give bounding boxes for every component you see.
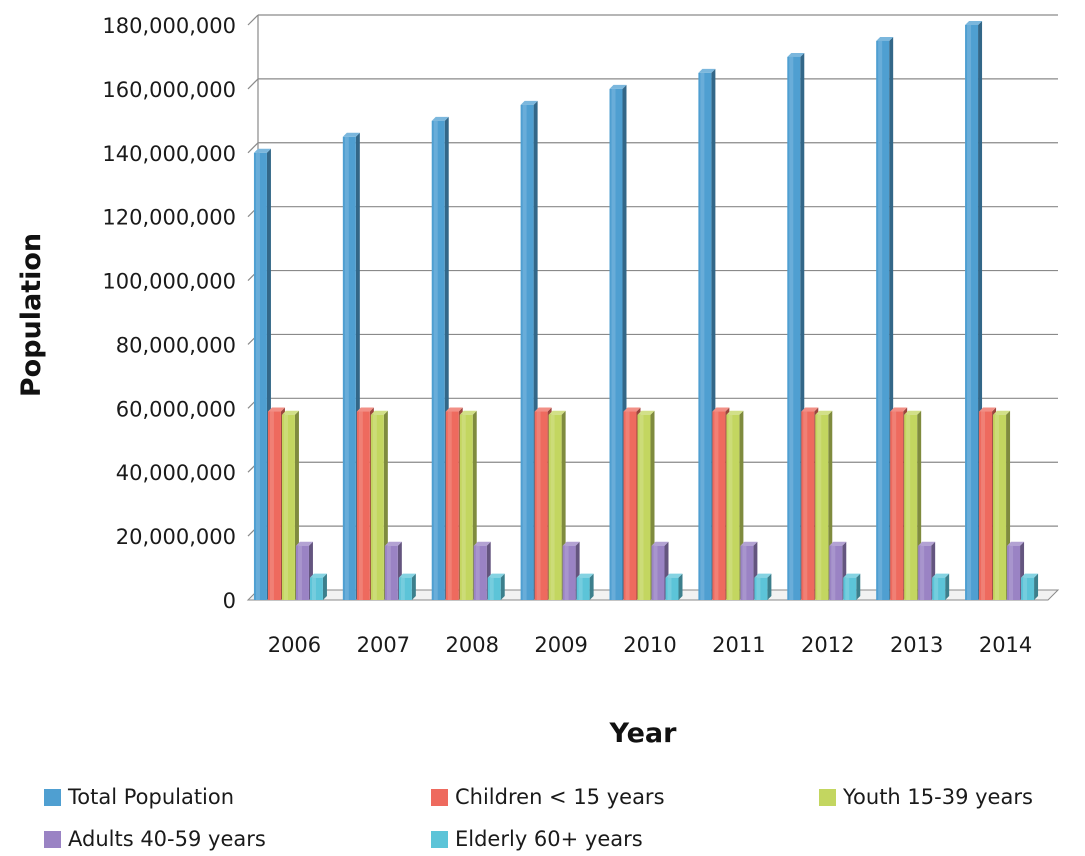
bar-elderly-60-years-2010 [665,573,683,600]
bar-adults-40-59-years-2012 [829,541,847,600]
y-tick-label: 80,000,000 [116,333,236,357]
x-tick-label: 2012 [801,633,854,657]
y-tick-label: 20,000,000 [116,525,236,549]
x-tick-label: 2006 [268,633,321,657]
legend-label: Children < 15 years [455,785,665,809]
bar-elderly-60-years-2008 [487,573,505,600]
legend-swatch [431,830,448,848]
bar-elderly-60-years-2007 [398,573,416,600]
bar-elderly-60-years-2013 [932,573,950,600]
legend: Total Population Children < 15 years Youth… [44,778,1084,851]
gridline-side [247,78,259,90]
y-axis-ticks: 0 20,000,000 40,000,000 60,000,000 80,000,00… [102,14,236,613]
y-tick-label: 100,000,000 [102,270,236,294]
legend-item: Elderly 60+ years [431,822,643,856]
legend-item: Total Population [44,780,234,814]
legend-swatch [44,788,61,806]
x-tick-label: 2010 [623,633,676,657]
y-tick-label: 120,000,000 [102,206,236,230]
bar-elderly-60-years-2009 [576,573,594,600]
x-tick-label: 2009 [534,633,587,657]
y-tick-label: 160,000,000 [102,78,236,102]
legend-label: Elderly 60+ years [455,827,643,851]
bar-elderly-60-years-2011 [754,573,772,600]
y-tick-label: 180,000,000 [102,14,236,38]
y-tick-label: 60,000,000 [116,397,236,421]
bars [253,21,1039,601]
legend-item: Children < 15 years [431,780,665,814]
x-tick-label: 2007 [357,633,410,657]
legend-label: Adults 40-59 years [68,827,266,851]
legend-label: Youth 15-39 years [843,785,1033,809]
bar-elderly-60-years-2014 [1021,573,1039,600]
x-tick-label: 2014 [979,633,1032,657]
y-tick-label: 0 [223,589,236,613]
x-axis-title: Year [609,718,678,749]
legend-item: Adults 40-59 years [44,822,266,856]
y-tick-label: 140,000,000 [102,142,236,166]
legend-label: Total Population [68,785,235,809]
legend-swatch [819,788,836,806]
legend-swatch [44,830,61,848]
y-tick-label: 40,000,000 [116,461,236,485]
x-axis-ticks: 2006 2007 2008 2009 2010 2011 2012 2013 2014 [268,633,1033,657]
bar-elderly-60-years-2006 [309,573,327,600]
legend-item: Youth 15-39 years [819,780,1033,814]
x-tick-label: 2011 [712,633,765,657]
gridline-side [247,14,259,26]
gridline-side [247,142,259,154]
y-axis-title: Population [16,233,47,397]
bar-youth-15-39-years-2012 [815,410,833,600]
x-tick-label: 2008 [445,633,498,657]
population-chart: 0 20,000,000 40,000,000 60,000,000 80,000,00… [16,14,1060,749]
x-tick-label: 2013 [890,633,943,657]
bar-elderly-60-years-2012 [843,573,861,600]
legend-swatch [431,788,448,806]
